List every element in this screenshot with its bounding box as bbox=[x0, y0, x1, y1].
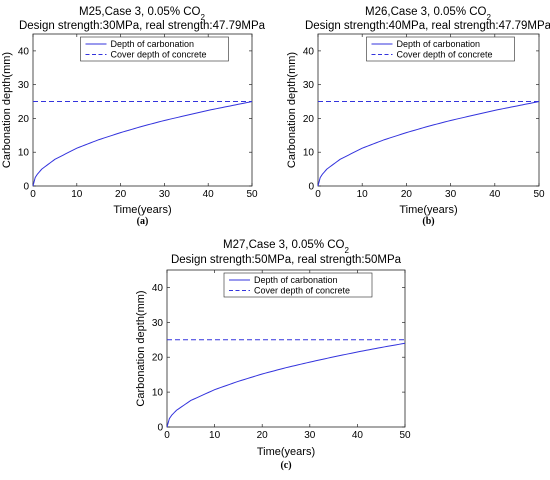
x-axis-label: Time(years) bbox=[399, 204, 457, 216]
chart-title-subscript: 2 bbox=[487, 13, 492, 22]
y-tick-label: 10 bbox=[152, 388, 164, 399]
x-tick-label: 50 bbox=[533, 189, 545, 200]
legend-entry-depth: Depth of carbonation bbox=[397, 39, 481, 49]
x-tick-label: 40 bbox=[489, 189, 501, 200]
series-line-depth-of-carbonation bbox=[317, 101, 540, 187]
x-tick-label: 30 bbox=[159, 189, 171, 200]
x-tick-label: 20 bbox=[401, 189, 413, 200]
x-tick-label: 20 bbox=[115, 189, 127, 200]
y-tick-label: 20 bbox=[152, 353, 164, 364]
legend-box bbox=[80, 36, 229, 62]
panel-label: (c) bbox=[280, 460, 291, 471]
x-tick-label: 10 bbox=[357, 189, 369, 200]
legend-box bbox=[223, 272, 373, 298]
chart-title-text: M27,Case 3, 0.05% CO bbox=[223, 239, 345, 251]
y-tick-label: 10 bbox=[18, 148, 30, 159]
x-tick-label: 0 bbox=[30, 189, 36, 200]
chart-title-text: M26,Case 3, 0.05% CO bbox=[365, 6, 487, 18]
x-axis-label: Time(years) bbox=[113, 204, 171, 216]
legend-entry-cover: Cover depth of concrete bbox=[111, 50, 207, 60]
legend-entry-cover: Cover depth of concrete bbox=[254, 286, 350, 296]
x-tick-label: 50 bbox=[246, 189, 258, 200]
y-tick-label: 10 bbox=[303, 148, 315, 159]
y-tick-label: 20 bbox=[303, 114, 315, 125]
legend-entry-depth: Depth of carbonation bbox=[111, 39, 195, 49]
chart-subtitle: Design strength:30MPa, real strength:47.… bbox=[19, 20, 266, 32]
chart-title-text: M25,Case 3, 0.05% CO bbox=[79, 6, 201, 18]
y-tick-label: 40 bbox=[18, 46, 30, 57]
y-tick-label: 20 bbox=[18, 114, 30, 125]
series-line-depth-of-carbonation bbox=[32, 101, 253, 187]
x-tick-label: 0 bbox=[315, 189, 321, 200]
chart-subtitle: Design strength:40MPa, real strength:47.… bbox=[305, 20, 550, 32]
legend-entry-depth: Depth of carbonation bbox=[254, 275, 338, 285]
chart-title: M26,Case 3, 0.05% CO2 bbox=[365, 6, 491, 22]
y-axis-label: Carbonation depth(mm) bbox=[286, 52, 298, 168]
chart-title-subscript: 2 bbox=[201, 13, 206, 22]
y-axis-label: Carbonation depth(mm) bbox=[135, 290, 147, 406]
x-tick-label: 50 bbox=[399, 430, 411, 441]
chart-title: M25,Case 3, 0.05% CO2 bbox=[79, 6, 205, 22]
chart-subtitle: Design strength:50MPa, real strength:50M… bbox=[171, 254, 402, 266]
y-axis-label: Carbonation depth(mm) bbox=[1, 52, 13, 168]
y-tick-label: 30 bbox=[18, 80, 30, 91]
legend-box bbox=[366, 36, 515, 62]
y-tick-label: 30 bbox=[152, 318, 164, 329]
panel-label: (a) bbox=[137, 216, 149, 227]
x-tick-label: 30 bbox=[304, 430, 316, 441]
chart-title-subscript: 2 bbox=[345, 246, 350, 255]
x-tick-label: 20 bbox=[257, 430, 269, 441]
x-tick-label: 40 bbox=[352, 430, 364, 441]
x-tick-label: 10 bbox=[209, 430, 221, 441]
series-line-depth-of-carbonation bbox=[166, 342, 406, 428]
y-tick-label: 0 bbox=[308, 182, 314, 193]
x-axis-label: Time(years) bbox=[257, 446, 315, 458]
y-tick-label: 40 bbox=[152, 283, 164, 294]
x-tick-label: 30 bbox=[445, 189, 457, 200]
y-tick-label: 0 bbox=[23, 182, 29, 193]
chart-title: M27,Case 3, 0.05% CO2 bbox=[223, 239, 349, 255]
y-tick-label: 40 bbox=[303, 46, 315, 57]
panel-label: (b) bbox=[422, 216, 434, 227]
x-tick-label: 0 bbox=[164, 430, 170, 441]
y-tick-label: 30 bbox=[303, 80, 315, 91]
x-tick-label: 10 bbox=[71, 189, 83, 200]
x-tick-label: 40 bbox=[203, 189, 215, 200]
y-tick-label: 0 bbox=[157, 423, 163, 434]
legend-entry-cover: Cover depth of concrete bbox=[397, 50, 493, 60]
